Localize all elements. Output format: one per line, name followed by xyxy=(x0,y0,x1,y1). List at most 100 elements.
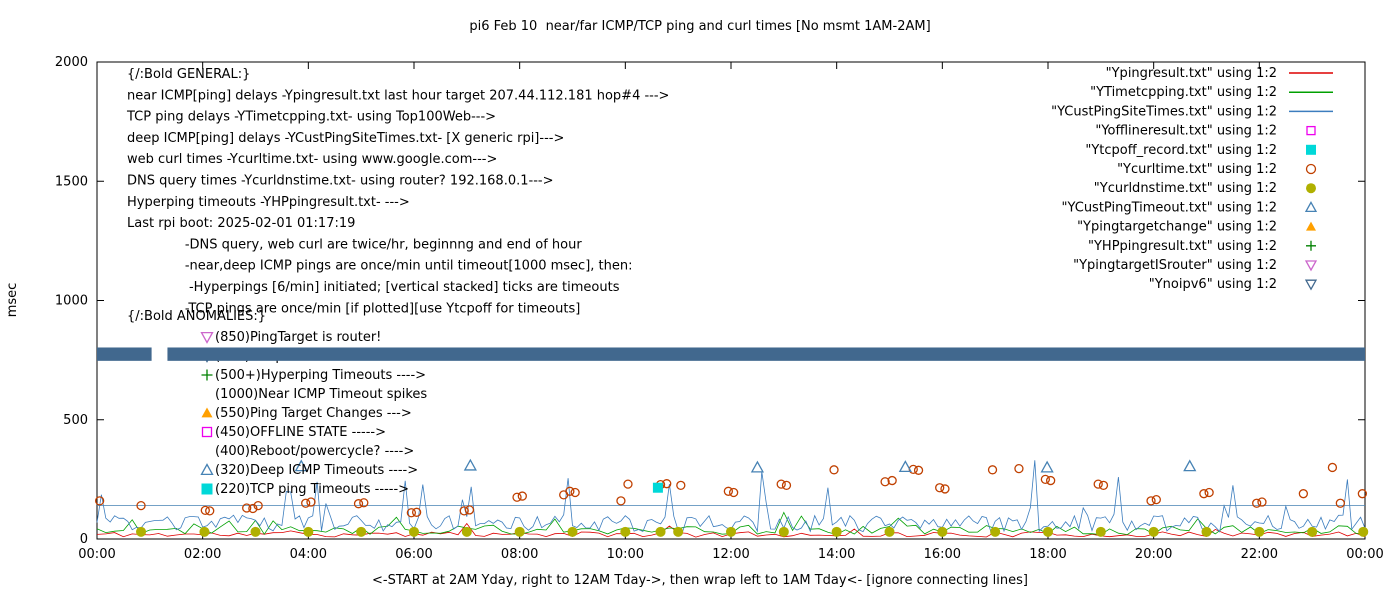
plus-icon xyxy=(201,369,213,381)
legend-label: "Ypingtargetchange" using 1:2 xyxy=(1077,220,1277,235)
circle-open-icon xyxy=(887,475,897,486)
circle-open-icon xyxy=(1305,163,1317,175)
circle-filled-icon xyxy=(1307,526,1318,537)
triangle-up-icon xyxy=(1304,201,1318,213)
x-tick-label: 02:00 xyxy=(184,547,221,562)
square-filled-icon xyxy=(201,483,213,495)
x-tick-label: 06:00 xyxy=(395,547,432,562)
legend-entry: "Ycurltime.txt" using 1:2 xyxy=(1117,162,1317,177)
circle-filled-icon xyxy=(409,526,419,537)
triangle-down-icon xyxy=(1304,260,1318,272)
circle-open-icon xyxy=(253,500,263,511)
circle-open-icon xyxy=(359,498,369,508)
annotation-line: {/:Bold GENERAL:} xyxy=(127,67,250,82)
series-points-Ycurltime xyxy=(94,462,1368,518)
circle-open-icon xyxy=(935,483,945,493)
circle-open-icon xyxy=(248,503,258,514)
x-tick-label: 04:00 xyxy=(290,547,327,562)
annotation-line: Hyperping timeouts -YHPpingresult.txt- -… xyxy=(127,195,410,210)
circle-open-icon xyxy=(1298,489,1309,499)
y-tick-label: 2000 xyxy=(55,55,88,70)
circle-open-icon xyxy=(459,506,469,516)
circle-filled-icon xyxy=(1095,526,1106,537)
annotation-line: (450)OFFLINE STATE -----> xyxy=(215,425,386,440)
legend-entry: "Ypingresult.txt" using 1:2 xyxy=(1106,66,1333,81)
circle-open-icon xyxy=(242,503,252,513)
x-tick-label: 10:00 xyxy=(607,547,644,562)
legend-entry: "Ytcpoff_record.txt" using 1:2 xyxy=(1085,143,1316,158)
plot-layers: 0 500 1000 1500 2000 00:00 02:00 04:00 06:00 08:0… xyxy=(55,55,1384,562)
circle-open-icon xyxy=(1327,462,1338,473)
annotation-line: (400)Reboot/powercycle? ----> xyxy=(215,444,414,459)
circle-open-icon xyxy=(94,496,105,506)
circle-filled-icon xyxy=(461,526,472,537)
legend-label: "YHPpingresult.txt" using 1:2 xyxy=(1088,239,1277,254)
circle-open-icon xyxy=(913,465,924,475)
legend-label: "Yofflineresult.txt" using 1:2 xyxy=(1095,124,1277,139)
circle-open-icon xyxy=(776,479,786,489)
annotation-line: (1000)Near ICMP Timeout spikes xyxy=(215,387,427,402)
noipv6-band xyxy=(167,347,1365,361)
annotation-line: near ICMP[ping] delays -Ypingresult.txt … xyxy=(127,88,669,103)
circle-open-icon xyxy=(301,498,311,508)
annotation-heading: {/:Bold ANOMALIES:} xyxy=(127,309,266,324)
circle-open-icon xyxy=(1151,494,1161,505)
circle-open-icon xyxy=(1146,496,1156,506)
legend-label: "Ycurltime.txt" using 1:2 xyxy=(1117,162,1277,177)
circle-filled-icon xyxy=(1254,526,1265,537)
circle-filled-icon xyxy=(655,526,666,537)
circle-open-icon xyxy=(987,465,998,475)
circle-open-icon xyxy=(1204,487,1214,498)
x-tick-label: 00:00 xyxy=(1346,547,1383,562)
annotation-line: (550)Ping Target Changes ---> xyxy=(215,406,412,421)
circle-open-icon xyxy=(512,492,522,502)
circle-open-icon xyxy=(136,500,146,511)
annotation-line: DNS query times -Ycurldnstime.txt- using… xyxy=(127,174,553,189)
annotation-line: (320)Deep ICMP Timeouts ----> xyxy=(215,463,418,478)
circle-open-icon xyxy=(353,499,364,509)
annotation-line: deep ICMP[ping] delays -YCustPingSiteTim… xyxy=(127,131,564,146)
y-tick-label: 1500 xyxy=(55,174,88,189)
circle-filled-icon xyxy=(1043,526,1053,537)
x-tick-label: 00:00 xyxy=(78,547,115,562)
y-tick-label: 1000 xyxy=(55,294,88,309)
triangle-up-icon xyxy=(1040,460,1054,473)
triangle-down-icon xyxy=(1304,279,1318,291)
circle-filled-icon xyxy=(726,526,736,537)
circle-filled-icon xyxy=(831,526,842,537)
legend-entry: "YHPpingresult.txt" using 1:2 xyxy=(1088,239,1316,254)
annotation-line: -DNS query, web curl are twice/hr, begin… xyxy=(127,237,582,252)
circle-open-icon xyxy=(1098,480,1109,490)
triangle-up-icon xyxy=(201,407,213,418)
circle-filled-icon xyxy=(567,526,578,537)
x-tick-label: 20:00 xyxy=(1135,547,1172,562)
square-open-icon xyxy=(1306,125,1316,136)
annotation-line: Last rpi boot: 2025-02-01 01:17:19 xyxy=(127,216,355,231)
plus-icon xyxy=(1306,240,1316,251)
annotation-line: web curl times -Ycurltime.txt- using www… xyxy=(127,152,497,167)
circle-filled-icon xyxy=(990,526,1001,537)
circle-open-icon xyxy=(1357,489,1368,499)
circle-open-icon xyxy=(1014,463,1024,474)
circle-open-icon xyxy=(829,465,839,475)
circle-open-icon xyxy=(1335,498,1345,508)
circle-open-icon xyxy=(517,491,527,501)
noipv6-band xyxy=(97,347,152,361)
circle-open-icon xyxy=(1257,497,1267,507)
circle-open-icon xyxy=(676,480,686,490)
anomalies-annotation: {/:Bold ANOMALIES:} (850)PingTarget is ro… xyxy=(127,309,427,497)
triangle-down-icon xyxy=(200,331,214,344)
circle-filled-icon xyxy=(136,526,147,537)
circle-open-icon xyxy=(1252,498,1262,508)
circle-filled-icon xyxy=(937,526,948,537)
x-tick-label: 16:00 xyxy=(924,547,961,562)
circle-filled-icon xyxy=(620,526,631,537)
triangle-up-icon xyxy=(1183,459,1197,472)
legend-label: "Ytcpoff_record.txt" using 1:2 xyxy=(1085,143,1277,158)
y-axis-label: msec xyxy=(5,283,20,318)
x-tick-label: 18:00 xyxy=(1029,547,1066,562)
legend-entry: "Yofflineresult.txt" using 1:2 xyxy=(1095,124,1316,139)
series-points-Ycurldnstime xyxy=(136,526,1369,537)
